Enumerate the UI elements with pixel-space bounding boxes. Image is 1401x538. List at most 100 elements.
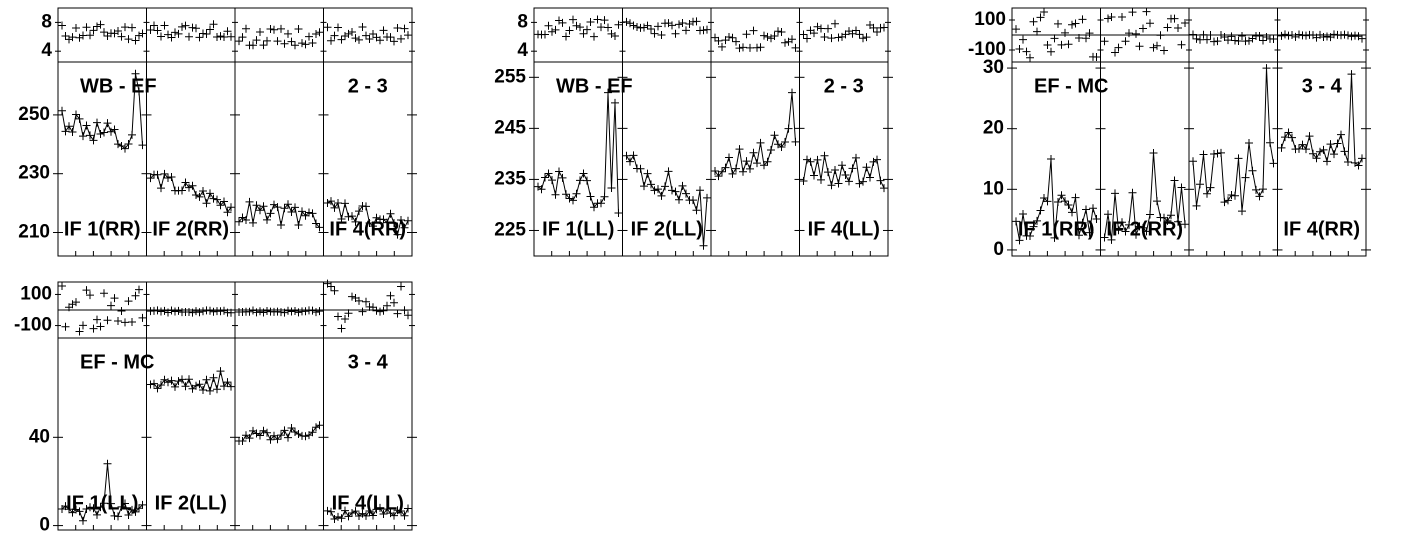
chart-1 [53, 7, 417, 257]
amplitude-point [1284, 128, 1293, 137]
phase-point [181, 21, 190, 30]
amplitude-point [636, 164, 645, 173]
phase-point [1217, 30, 1225, 39]
phase-point [1061, 28, 1069, 37]
amplitude-point [245, 197, 254, 206]
amplitude-point [1227, 191, 1236, 200]
amplitude-point [1153, 197, 1161, 206]
amplitude-point [1019, 210, 1027, 219]
amplitude-point [72, 505, 80, 514]
amplitude-point [1146, 210, 1154, 219]
phase-point [135, 31, 143, 40]
amplitude-tick-label: 235 [494, 168, 526, 189]
amplitude-point [1107, 235, 1116, 244]
baseline-label: EF - MC [1034, 75, 1108, 97]
phase-point [852, 26, 860, 35]
amplitude-point [1192, 201, 1201, 210]
phase-point [664, 19, 673, 28]
amplitude-point [1012, 217, 1020, 226]
amplitude-point [576, 176, 584, 185]
if-label: IF 2(RR) [152, 218, 229, 240]
amplitude-point [746, 164, 754, 173]
amplitude-point [537, 185, 546, 194]
amplitude-point [202, 375, 211, 384]
lag-baseline-label: 3 - 4 [1302, 75, 1343, 97]
phase-point [301, 40, 310, 49]
amplitude-point [1196, 180, 1204, 189]
phase-point [93, 22, 101, 31]
amplitude-point [160, 169, 169, 178]
amplitude-point [841, 170, 850, 179]
amplitude-point [252, 201, 261, 210]
amplitude-point [622, 151, 631, 160]
amplitude-point [93, 118, 101, 127]
if-label: IF 1(LL) [542, 218, 614, 240]
amplitude-point [249, 218, 257, 227]
phase-point [277, 24, 285, 33]
phase-point [280, 308, 289, 317]
amplitude-point [242, 215, 250, 224]
amplitude-point [291, 203, 299, 212]
phase-point [859, 34, 867, 43]
amplitude-point [671, 187, 680, 196]
phase-point [185, 32, 193, 41]
phase-point [390, 37, 398, 46]
amplitude-series-line [327, 200, 409, 237]
amplitude-point [600, 192, 609, 201]
phase-point [544, 21, 553, 30]
amplitude-point [583, 176, 591, 185]
phase-point [263, 306, 271, 315]
phase-point [607, 29, 616, 38]
phase-point [1347, 32, 1356, 41]
phase-point [699, 26, 708, 35]
phase-point [1104, 14, 1112, 23]
phase-point [362, 31, 370, 40]
amplitude-point [199, 186, 207, 195]
amplitude-point [1132, 230, 1140, 239]
phase-point [397, 282, 405, 291]
amplitude-point [351, 507, 360, 516]
amplitude-point [223, 208, 232, 217]
amplitude-point [344, 512, 353, 521]
phase-point [323, 23, 332, 32]
amplitude-point [223, 378, 232, 387]
amplitude-point [876, 176, 885, 185]
phase-point [372, 306, 381, 315]
amplitude-point [873, 155, 881, 164]
amplitude-point [760, 161, 768, 170]
amplitude-point [185, 375, 193, 384]
amplitude-point [114, 512, 122, 521]
amplitude-point [845, 177, 853, 186]
phase-point [135, 285, 143, 294]
amplitude-point [164, 174, 172, 183]
amplitude-point [79, 132, 87, 141]
amplitude-point [171, 382, 179, 391]
phase-point [1302, 31, 1310, 40]
if-label: IF 2(LL) [155, 492, 227, 514]
phase-point [167, 306, 176, 315]
amplitude-point [1262, 64, 1271, 73]
amplitude-point [259, 202, 268, 211]
phase-point [1107, 12, 1116, 21]
phase-point [1259, 36, 1267, 45]
phase-point [400, 24, 409, 33]
phase-point [813, 22, 822, 31]
phase-point [735, 44, 744, 53]
amplitude-point [337, 514, 346, 523]
amplitude-point [202, 199, 211, 208]
amplitude-point [323, 506, 332, 515]
phase-point [1163, 23, 1172, 32]
phase-point [756, 43, 765, 52]
amplitude-point [1281, 133, 1289, 142]
phase-point [880, 23, 888, 32]
phase-point [1160, 46, 1168, 55]
amplitude-point [1092, 215, 1101, 224]
phase-point [195, 308, 204, 317]
phase-point [131, 291, 140, 300]
amplitude-point [852, 153, 860, 162]
phase-point [1054, 19, 1062, 28]
phase-point [192, 307, 200, 316]
phase-point [668, 21, 676, 30]
phase-point [327, 36, 335, 45]
baseline-label: WB - EF [556, 75, 633, 97]
